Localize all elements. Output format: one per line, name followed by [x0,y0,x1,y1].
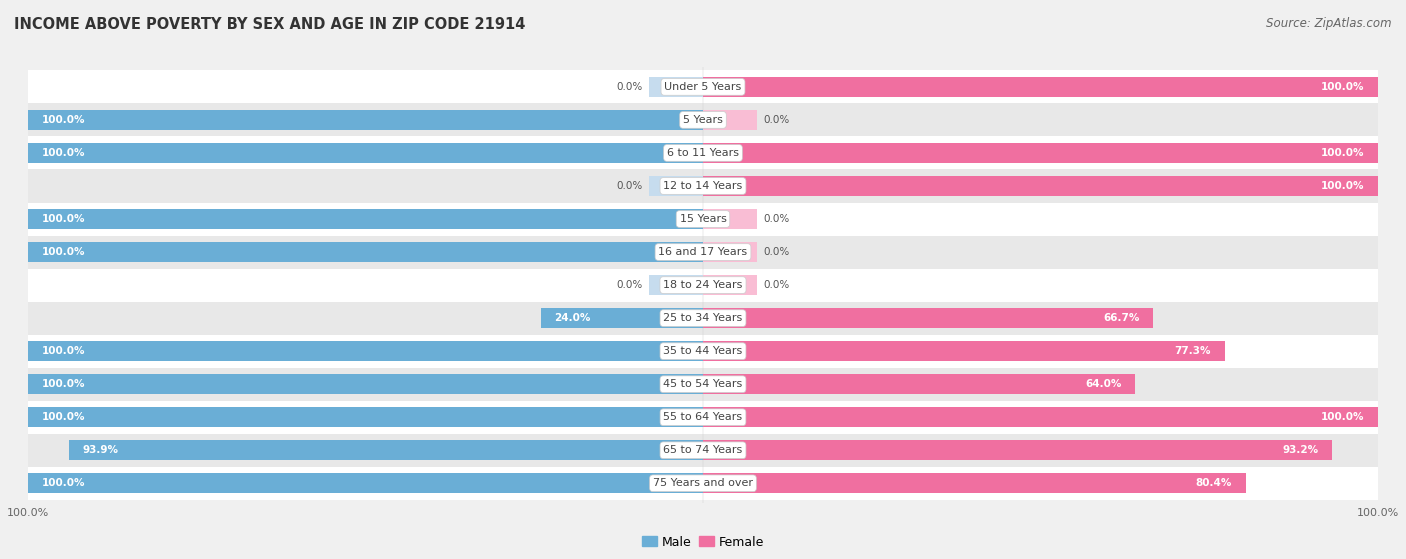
Bar [28,341,703,361]
Text: 64.0%: 64.0% [1085,379,1122,389]
Text: 18 to 24 Years: 18 to 24 Years [664,280,742,290]
Text: 0.0%: 0.0% [616,82,643,92]
Text: 65 to 74 Years: 65 to 74 Years [664,446,742,455]
Text: 0.0%: 0.0% [763,280,790,290]
Text: 100.0%: 100.0% [42,214,86,224]
Text: 100.0%: 100.0% [1320,82,1364,92]
Bar [28,335,1378,368]
Bar [28,70,1378,103]
Text: 16 and 17 Years: 16 and 17 Years [658,247,748,257]
Bar [28,467,1378,500]
Bar [703,275,756,295]
Text: 93.2%: 93.2% [1282,446,1319,455]
Bar [541,308,703,328]
Text: 35 to 44 Years: 35 to 44 Years [664,346,742,356]
Bar [703,408,1378,427]
Legend: Male, Female: Male, Female [637,530,769,553]
Text: INCOME ABOVE POVERTY BY SEX AND AGE IN ZIP CODE 21914: INCOME ABOVE POVERTY BY SEX AND AGE IN Z… [14,17,526,32]
Bar [28,110,703,130]
Text: 100.0%: 100.0% [42,247,86,257]
Bar [28,143,703,163]
Text: 100.0%: 100.0% [1320,181,1364,191]
Text: 15 Years: 15 Years [679,214,727,224]
Bar [28,408,703,427]
Bar [28,103,1378,136]
Bar [650,176,703,196]
Text: 100.0%: 100.0% [42,115,86,125]
Text: 0.0%: 0.0% [616,181,643,191]
Text: 77.3%: 77.3% [1174,346,1211,356]
Bar [28,268,1378,302]
Text: 100.0%: 100.0% [42,412,86,422]
Text: 93.9%: 93.9% [83,446,118,455]
Bar [703,341,1225,361]
Bar [650,275,703,295]
Bar [28,375,703,394]
Text: 5 Years: 5 Years [683,115,723,125]
Bar [703,375,1135,394]
Bar [28,473,703,493]
Bar [28,401,1378,434]
Text: 75 Years and over: 75 Years and over [652,479,754,488]
Bar [28,434,1378,467]
Text: 24.0%: 24.0% [554,313,591,323]
Text: 100.0%: 100.0% [42,346,86,356]
Bar [703,473,1246,493]
Text: 25 to 34 Years: 25 to 34 Years [664,313,742,323]
Bar [703,242,756,262]
Text: 0.0%: 0.0% [763,247,790,257]
Bar [703,110,756,130]
Text: 12 to 14 Years: 12 to 14 Years [664,181,742,191]
Text: 6 to 11 Years: 6 to 11 Years [666,148,740,158]
Bar [703,209,756,229]
Bar [28,235,1378,268]
Text: 100.0%: 100.0% [42,379,86,389]
Bar [28,169,1378,202]
Text: Under 5 Years: Under 5 Years [665,82,741,92]
Bar [703,77,1378,97]
Bar [69,440,703,460]
Text: 45 to 54 Years: 45 to 54 Years [664,379,742,389]
Text: 80.4%: 80.4% [1195,479,1232,488]
Text: 100.0%: 100.0% [42,479,86,488]
Text: 0.0%: 0.0% [763,214,790,224]
Bar [703,308,1153,328]
Text: 0.0%: 0.0% [616,280,643,290]
Text: 66.7%: 66.7% [1104,313,1140,323]
Text: 100.0%: 100.0% [1320,148,1364,158]
Bar [28,202,1378,235]
Text: 0.0%: 0.0% [763,115,790,125]
Bar [28,368,1378,401]
Bar [28,209,703,229]
Text: 100.0%: 100.0% [1320,412,1364,422]
Bar [650,77,703,97]
Bar [703,143,1378,163]
Bar [703,440,1331,460]
Bar [28,242,703,262]
Text: Source: ZipAtlas.com: Source: ZipAtlas.com [1267,17,1392,30]
Bar [28,136,1378,169]
Bar [28,302,1378,335]
Text: 100.0%: 100.0% [42,148,86,158]
Text: 55 to 64 Years: 55 to 64 Years [664,412,742,422]
Bar [703,176,1378,196]
